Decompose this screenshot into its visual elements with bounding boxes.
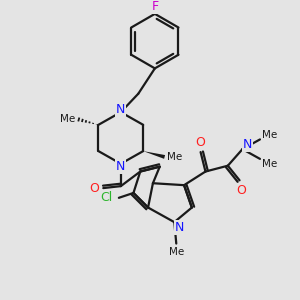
Text: N: N bbox=[116, 160, 125, 173]
Text: Me: Me bbox=[60, 114, 75, 124]
Text: N: N bbox=[116, 103, 125, 116]
Text: N: N bbox=[175, 220, 184, 233]
Text: O: O bbox=[90, 182, 100, 195]
Text: Me: Me bbox=[262, 130, 277, 140]
Text: O: O bbox=[236, 184, 246, 196]
Text: Me: Me bbox=[167, 152, 182, 162]
Text: N: N bbox=[243, 138, 252, 151]
Text: Me: Me bbox=[169, 247, 184, 257]
Text: F: F bbox=[151, 0, 158, 13]
Text: Cl: Cl bbox=[100, 191, 112, 204]
Text: O: O bbox=[196, 136, 206, 149]
Text: Me: Me bbox=[262, 159, 277, 169]
Polygon shape bbox=[143, 151, 165, 159]
